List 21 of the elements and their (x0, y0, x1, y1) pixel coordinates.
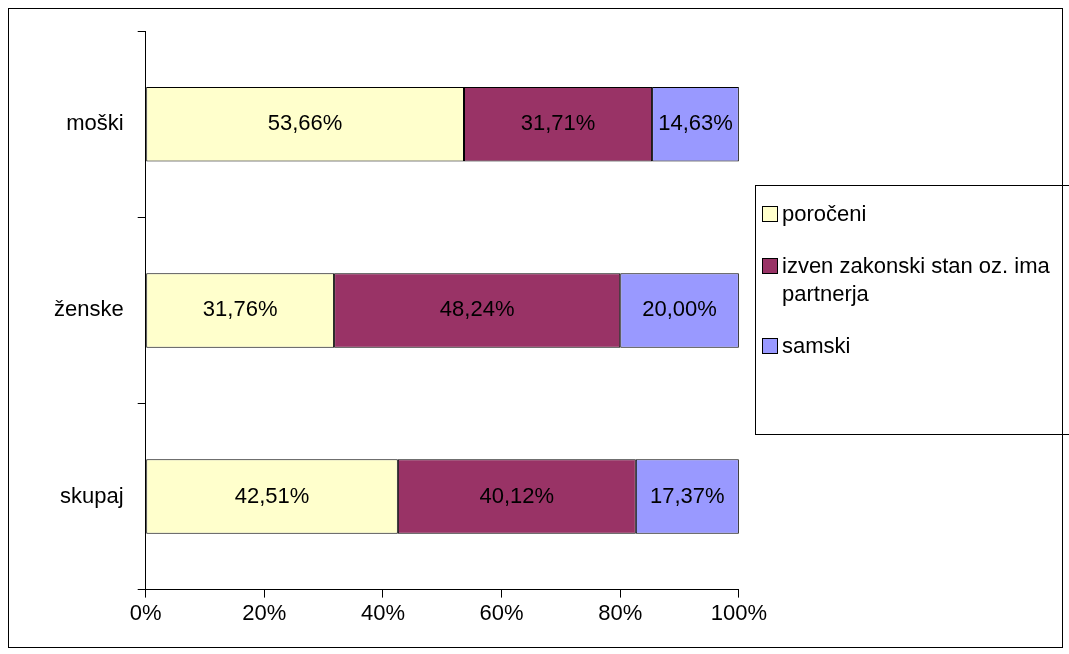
data-label: 40,12% (479, 482, 555, 508)
x-tick-label: 40% (360, 599, 405, 625)
data-label: 42,51% (234, 482, 310, 508)
x-tick-label: 20% (242, 599, 287, 625)
x-tick-label: 80% (598, 599, 643, 625)
x-tick-label: 0% (129, 599, 162, 625)
legend-label: izven zakonski stan oz. ima partnerja (782, 252, 1051, 308)
data-label: 14,63% (658, 110, 733, 136)
data-label: 53,66% (267, 110, 343, 136)
legend-label: poročeni (782, 200, 867, 228)
data-label: 31,71% (520, 110, 596, 136)
legend-label: samski (782, 332, 851, 360)
y-tick-label: ženske (53, 296, 124, 322)
data-label: 17,37% (650, 482, 725, 508)
y-tick-label: moški (66, 110, 124, 136)
y-tick-label: skupaj (60, 482, 124, 508)
x-tick-label: 60% (479, 599, 524, 625)
data-label: 48,24% (439, 296, 515, 322)
data-label: 31,76% (202, 296, 278, 322)
x-tick-label: 100% (710, 599, 768, 625)
data-label: 20,00% (642, 296, 717, 322)
